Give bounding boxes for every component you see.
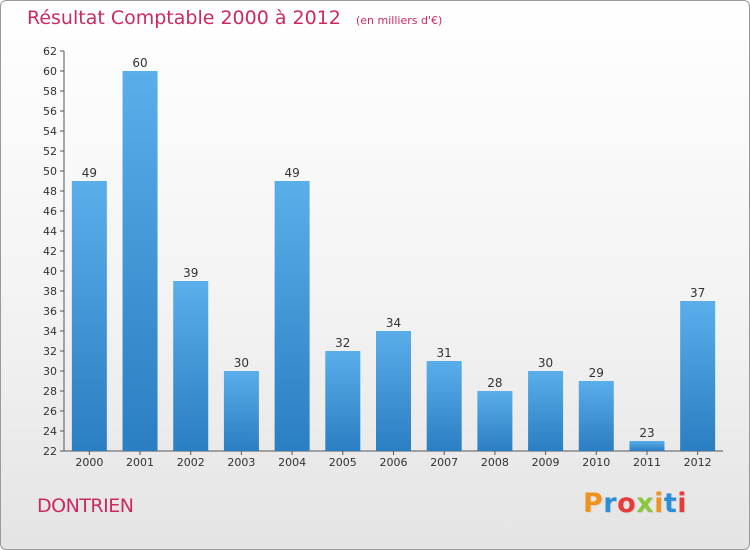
bar-2011: [629, 441, 665, 451]
x-tick-label: 2010: [582, 456, 610, 469]
data-label-2006: 34: [386, 316, 401, 330]
y-tick-label: 42: [43, 245, 57, 258]
chart-title: Résultat Comptable 2000 à 2012: [27, 7, 341, 29]
x-tick-label: 2011: [633, 456, 661, 469]
data-label-2001: 60: [132, 56, 147, 70]
data-label-2005: 32: [335, 336, 350, 350]
bars: [71, 71, 716, 451]
data-label-2011: 23: [639, 426, 654, 440]
y-tick-label: 50: [43, 165, 57, 178]
bar-2007: [426, 361, 462, 451]
y-tick-label: 48: [43, 185, 57, 198]
logo-letter: r: [603, 488, 618, 519]
y-tick-label: 62: [43, 45, 57, 58]
y-tick-label: 38: [43, 285, 57, 298]
y-tick-label: 28: [43, 385, 57, 398]
y-tick-label: 34: [43, 325, 57, 338]
x-tick-label: 2006: [380, 456, 408, 469]
bar-2004: [274, 181, 310, 451]
data-label-2007: 31: [437, 346, 452, 360]
x-tick-label: 2012: [684, 456, 712, 469]
y-tick-label: 40: [43, 265, 57, 278]
logo-letter: x: [636, 488, 655, 519]
data-label-2008: 28: [487, 376, 502, 390]
y-tick-label: 26: [43, 405, 57, 418]
data-label-2000: 49: [82, 166, 97, 180]
bar-2006: [376, 331, 411, 451]
data-label-2010: 29: [589, 366, 604, 380]
x-axis: 2000 2001 2002 2003 2004 2005 2006 2007 2008 2009…: [64, 450, 723, 469]
y-tick-label: 32: [43, 345, 57, 358]
logo-letter: t: [663, 488, 678, 519]
bar-2009: [528, 371, 564, 451]
data-label-2003: 30: [234, 356, 249, 370]
logo-letter: o: [617, 488, 637, 519]
data-label-2002: 39: [183, 266, 198, 280]
y-tick-label: 60: [43, 65, 57, 78]
x-tick-label: 2007: [430, 456, 458, 469]
x-tick-label: 2004: [278, 456, 306, 469]
bar-2012: [680, 301, 716, 451]
logo-letter: P: [583, 488, 604, 519]
y-tick-label: 36: [43, 305, 57, 318]
bar-2008: [477, 391, 513, 451]
logo-letter: i: [677, 488, 688, 519]
chart-subtitle: (en milliers d'€): [355, 14, 443, 27]
bar-2001: [122, 71, 158, 451]
y-axis: 22 24 26 28 30 32 34 36 38 40 42 44 46 48 50 52 54 56 58 60…: [43, 45, 65, 458]
x-tick-label: 2005: [329, 456, 357, 469]
y-tick-label: 30: [43, 365, 57, 378]
x-tick-label: 2008: [481, 456, 509, 469]
x-tick-label: 2002: [177, 456, 205, 469]
y-tick-label: 58: [43, 85, 57, 98]
y-tick-label: 46: [43, 205, 57, 218]
bar-2000: [71, 181, 107, 451]
y-tick-label: 22: [43, 445, 57, 458]
x-tick-label: 2000: [75, 456, 103, 469]
data-labels: 49 60 39 30 49 32 34 31 28 30 29 23 37: [82, 56, 706, 440]
y-tick-label: 24: [43, 425, 57, 438]
y-tick-label: 54: [43, 125, 57, 138]
x-tick-label: 2003: [227, 456, 255, 469]
y-tick-label: 56: [43, 105, 57, 118]
proxiti-logo: Proxiti: [583, 488, 687, 519]
bar-2003: [223, 371, 259, 451]
bar-2002: [173, 281, 209, 451]
chart-title-block: Résultat Comptable 2000 à 2012 (en milli…: [27, 7, 442, 29]
commune-name: DONTRIEN: [37, 495, 134, 517]
y-tick-label: 44: [43, 225, 57, 238]
x-tick-label: 2009: [532, 456, 560, 469]
logo-letter: i: [654, 488, 664, 519]
data-label-2004: 49: [284, 166, 299, 180]
data-label-2009: 30: [538, 356, 553, 370]
data-label-2012: 37: [690, 286, 705, 300]
bar-2010: [578, 381, 614, 451]
x-tick-label: 2001: [126, 456, 154, 469]
y-tick-label: 52: [43, 145, 57, 158]
bar-2005: [325, 351, 361, 451]
